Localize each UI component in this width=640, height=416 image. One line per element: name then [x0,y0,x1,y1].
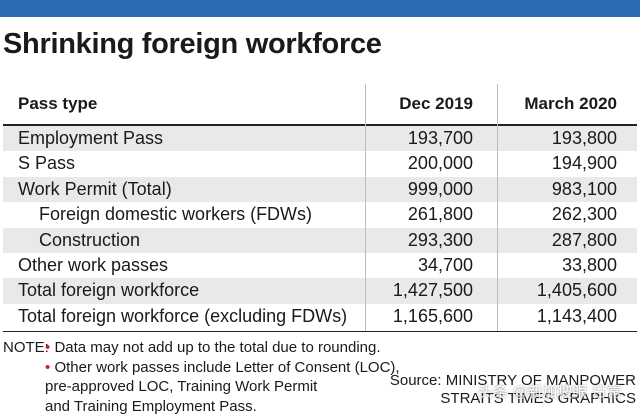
table-header-row: Pass type Dec 2019 March 2020 [3,84,637,126]
chart-title: Shrinking foreign workforce [3,28,382,61]
row-label: Total foreign workforce [18,278,199,303]
cell-dec-2019: 34,700 [418,253,473,278]
cell-dec-2019: 200,000 [408,151,473,176]
note-2-line-3: and Training Employment Pass. [45,397,257,416]
row-label: Construction [39,228,140,253]
note-bullet: • [45,339,50,356]
top-accent-bar [0,0,640,17]
cell-march-2020: 287,800 [552,228,617,253]
table-row: Total foreign workforce 1,427,500 1,405,60… [3,278,637,303]
row-label: S Pass [18,151,75,176]
table-body: Employment Pass 193,700 193,800 S Pass 200,0… [3,126,637,329]
cell-dec-2019: 261,800 [408,202,473,227]
cell-dec-2019: 193,700 [408,126,473,151]
cell-march-2020: 1,143,400 [537,304,617,329]
note-1: • Data may not add up to the total due t… [45,338,381,358]
table-bottom-rule [3,331,637,332]
column-divider [497,84,498,331]
table-row: Employment Pass 193,700 193,800 [3,126,637,151]
note-2-line-2: pre-approved LOC, Training Work Permit [45,377,317,397]
cell-march-2020: 194,900 [552,151,617,176]
cell-dec-2019: 1,427,500 [393,278,473,303]
cell-march-2020: 262,300 [552,202,617,227]
notes-label: NOTE: [3,338,49,358]
note-2-line-1: Other work passes include Letter of Cons… [54,359,399,376]
table-row: Other work passes 34,700 33,800 [3,253,637,278]
table-row: S Pass 200,000 194,900 [3,151,637,176]
table-row: Total foreign workforce (excluding FDWs)… [3,304,637,329]
cell-dec-2019: 999,000 [408,177,473,202]
row-label: Other work passes [18,253,168,278]
table-row: Construction 293,300 287,800 [3,228,637,253]
cell-march-2020: 1,405,600 [537,278,617,303]
note-1-text: Data may not add up to the total due to … [54,339,380,356]
column-header-pass-type: Pass type [18,84,97,124]
cell-march-2020: 193,800 [552,126,617,151]
cell-march-2020: 33,800 [562,253,617,278]
note-2: • Other work passes include Letter of Co… [45,358,400,378]
watermark-text: 头条 @新加坡眼 日常 [478,381,622,402]
row-label: Work Permit (Total) [18,177,172,202]
column-divider [365,84,366,331]
note-bullet: • [45,359,50,376]
cell-dec-2019: 293,300 [408,228,473,253]
cell-dec-2019: 1,165,600 [393,304,473,329]
column-header-march-2020: March 2020 [524,84,617,124]
data-table: Pass type Dec 2019 March 2020 Employment… [3,84,637,329]
column-header-dec-2019: Dec 2019 [399,84,473,124]
table-row: Work Permit (Total) 999,000 983,100 [3,177,637,202]
row-label: Total foreign workforce (excluding FDWs) [18,304,347,329]
cell-march-2020: 983,100 [552,177,617,202]
row-label: Foreign domestic workers (FDWs) [39,202,312,227]
table-row: Foreign domestic workers (FDWs) 261,800 26… [3,202,637,227]
row-label: Employment Pass [18,126,163,151]
